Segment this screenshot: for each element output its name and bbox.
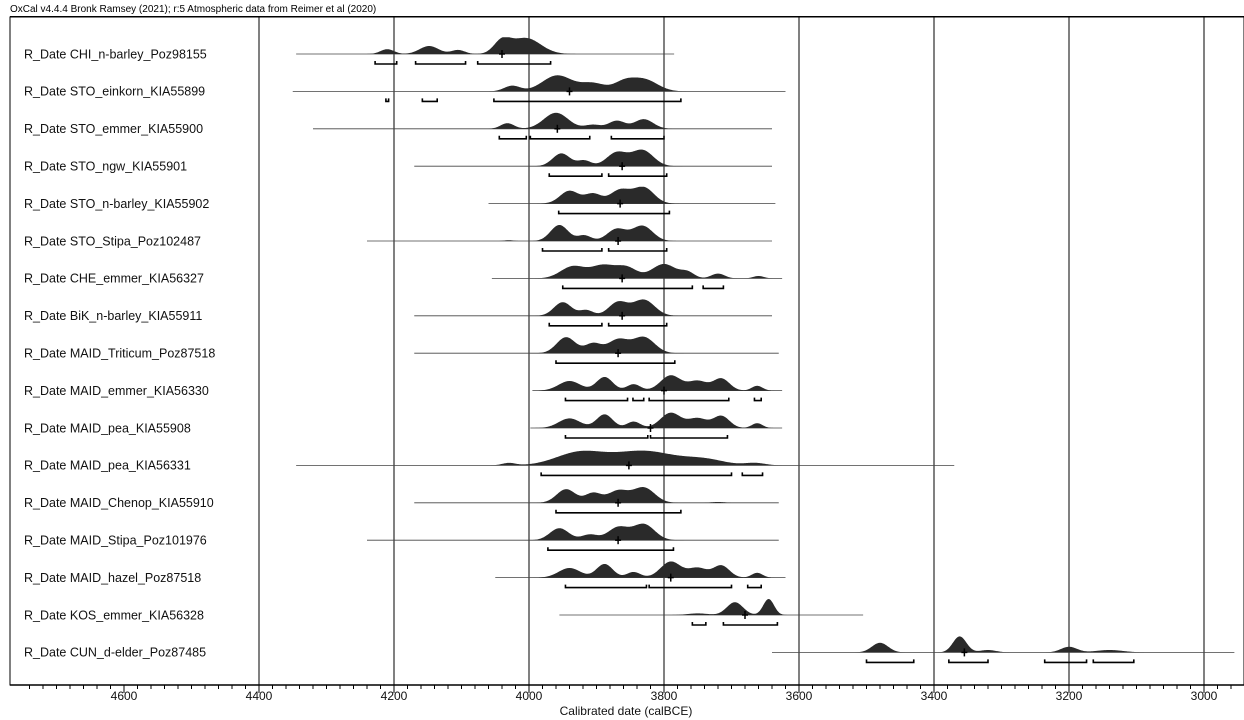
tick-label: 4600 bbox=[111, 689, 138, 703]
hpd-bracket bbox=[385, 98, 390, 103]
row-label: R_Date CUN_d-elder_Poz87485 bbox=[24, 646, 206, 660]
row-label: R_Date MAID_pea_KIA55908 bbox=[24, 421, 191, 435]
hpd-bracket bbox=[561, 285, 694, 290]
tick-label: 4200 bbox=[381, 689, 408, 703]
density-curve bbox=[491, 263, 783, 279]
density-curve bbox=[414, 487, 779, 503]
chart-header: OxCal v4.4.4 Bronk Ramsey (2021); r:5 At… bbox=[10, 4, 377, 15]
x-axis-title: Calibrated date (calBCE) bbox=[560, 704, 693, 718]
hpd-bracket bbox=[1043, 659, 1088, 664]
hpd-bracket bbox=[548, 173, 603, 177]
density-curve bbox=[367, 224, 772, 241]
row-label: R_Date STO_emmer_KIA55900 bbox=[24, 122, 203, 136]
hpd-bracket bbox=[548, 322, 603, 327]
hpd-bracket bbox=[649, 435, 729, 439]
hpd-bracket bbox=[564, 435, 649, 439]
hpd-bracket bbox=[722, 622, 779, 626]
density-curve bbox=[495, 561, 786, 578]
hpd-bracket bbox=[493, 98, 682, 103]
hpd-bracket bbox=[476, 61, 552, 65]
row-label: R_Date STO_einkorn_KIA55899 bbox=[24, 85, 205, 99]
hpd-bracket bbox=[529, 135, 591, 140]
hpd-bracket bbox=[741, 472, 764, 477]
hpd-bracket bbox=[540, 472, 733, 477]
hpd-bracket bbox=[948, 659, 989, 664]
hpd-bracket bbox=[564, 584, 648, 589]
hpd-bracket bbox=[648, 397, 730, 402]
tick-label: 3400 bbox=[921, 689, 948, 703]
hpd-bracket bbox=[1092, 659, 1135, 664]
hpd-bracket bbox=[691, 622, 707, 626]
density-curve bbox=[367, 523, 779, 541]
row-label: R_Date STO_n-barley_KIA55902 bbox=[24, 197, 209, 211]
row-label: R_Date MAID_Triticum_Poz87518 bbox=[24, 346, 215, 360]
density-curve bbox=[414, 336, 779, 354]
row-label: R_Date CHI_n-barley_Poz98155 bbox=[24, 47, 207, 61]
row-label: R_Date MAID_pea_KIA56331 bbox=[24, 459, 191, 473]
density-curve bbox=[296, 450, 955, 466]
row-label: R_Date MAID_hazel_Poz87518 bbox=[24, 571, 201, 585]
tick-label: 3000 bbox=[1191, 689, 1218, 703]
hpd-bracket bbox=[564, 397, 629, 402]
density-curve bbox=[488, 186, 776, 204]
hpd-bracket bbox=[865, 659, 915, 664]
tick-label: 3200 bbox=[1056, 689, 1083, 703]
row-label: R_Date MAID_emmer_KIA56330 bbox=[24, 384, 209, 398]
density-curve bbox=[414, 299, 772, 316]
hpd-bracket bbox=[648, 584, 733, 589]
tick-label: 4400 bbox=[246, 689, 273, 703]
hpd-bracket bbox=[607, 248, 668, 252]
density-curve bbox=[530, 412, 783, 428]
density-curve bbox=[313, 112, 772, 129]
tick-label: 3800 bbox=[651, 689, 678, 703]
density-curve bbox=[532, 375, 783, 391]
hpd-bracket bbox=[557, 210, 671, 215]
hpd-bracket bbox=[541, 248, 603, 252]
density-curve bbox=[292, 75, 786, 92]
hpd-bracket bbox=[555, 360, 676, 364]
hpd-bracket bbox=[555, 509, 682, 514]
row-label: R_Date MAID_Stipa_Poz101976 bbox=[24, 533, 207, 547]
tick-label: 4000 bbox=[516, 689, 543, 703]
row-label: R_Date STO_ngw_KIA55901 bbox=[24, 159, 187, 173]
hpd-bracket bbox=[607, 173, 668, 177]
hpd-bracket bbox=[498, 135, 528, 140]
row-label: R_Date MAID_Chenop_KIA55910 bbox=[24, 496, 214, 510]
density-curve bbox=[414, 149, 772, 167]
hpd-bracket bbox=[374, 61, 398, 65]
row-label: R_Date CHE_emmer_KIA56327 bbox=[24, 272, 204, 286]
hpd-bracket bbox=[632, 397, 645, 402]
hpd-bracket bbox=[421, 98, 438, 103]
hpd-bracket bbox=[607, 322, 668, 327]
row-label: R_Date BiK_n-barley_KIA55911 bbox=[24, 309, 202, 323]
density-curve bbox=[559, 599, 864, 615]
tick-label: 3600 bbox=[786, 689, 813, 703]
row-label: R_Date STO_Stipa_Poz102487 bbox=[24, 234, 201, 248]
hpd-bracket bbox=[610, 135, 665, 140]
hpd-bracket bbox=[702, 285, 725, 290]
hpd-bracket bbox=[547, 547, 675, 551]
hpd-bracket bbox=[414, 61, 467, 65]
density-curve bbox=[296, 37, 675, 54]
density-curve bbox=[772, 636, 1235, 653]
hpd-bracket bbox=[746, 584, 762, 589]
row-label: R_Date KOS_emmer_KIA56328 bbox=[24, 608, 204, 622]
hpd-bracket bbox=[753, 397, 762, 402]
